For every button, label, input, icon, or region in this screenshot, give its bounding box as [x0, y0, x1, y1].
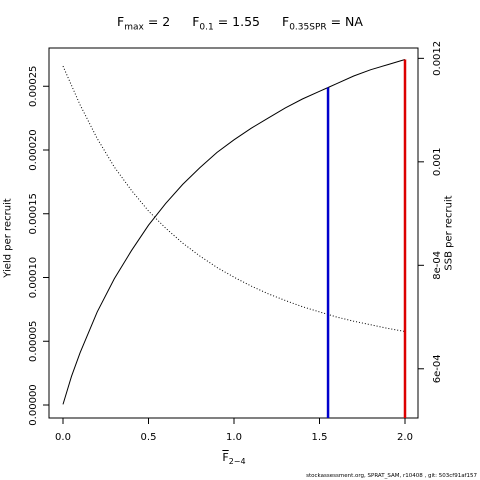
- reference-lines: [326, 59, 407, 418]
- y2-tick-label: 0.001: [432, 148, 443, 177]
- footer-credit: stockassessment.org, SPRAT_SAM, r10408 ,…: [306, 473, 477, 479]
- x-tick-label: 0.0: [55, 432, 71, 443]
- f035spr-term: F0.35SPR = NA: [281, 14, 363, 33]
- y2-axis-label: SSB per recruit: [443, 195, 455, 271]
- y-tick-label: 0.00005: [28, 321, 39, 362]
- chart-title: Fmax = 2 F0.1 = 1.55 F0.35SPR = NA: [0, 14, 480, 33]
- y-tick-label: 0.00025: [28, 66, 39, 107]
- f01-term: F0.1 = 1.55: [192, 14, 260, 33]
- y-tick-label: 0.00000: [28, 384, 39, 425]
- yield-per-recruit-line: [62, 59, 406, 405]
- x-tick-label: 2.0: [397, 432, 413, 443]
- y2-tick-label: 0.0012: [432, 41, 443, 76]
- axes: 0.0 0.5 1.0 1.5 2.0 0.00000 0.00005 0.00010 0.00…: [28, 41, 443, 443]
- x-tick-label: 1.5: [312, 432, 328, 443]
- x-tick-label: 1.0: [226, 432, 242, 443]
- y-tick-label: 0.00010: [28, 257, 39, 298]
- y-tick-label: 0.00015: [28, 193, 39, 234]
- y-tick-label: 0.00020: [28, 129, 39, 170]
- x-axis-label: F2−4: [222, 451, 246, 467]
- y2-tick-label: 6e-04: [432, 354, 443, 383]
- fmax-term: Fmax = 2: [117, 14, 171, 33]
- y-axis-label: Yield per recruit: [2, 198, 14, 278]
- ssb-per-recruit-line: [62, 65, 406, 332]
- curves: [62, 59, 406, 405]
- y2-tick-label: 8e-04: [432, 251, 443, 280]
- plot-frame: [48, 47, 419, 419]
- x-tick-label: 0.5: [141, 432, 157, 443]
